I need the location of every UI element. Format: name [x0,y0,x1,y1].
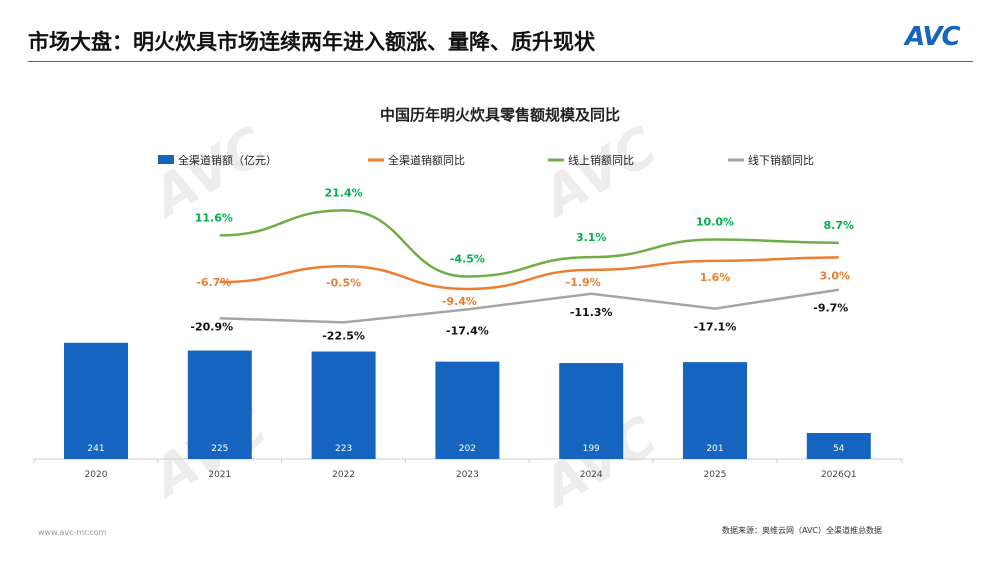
bar-value-label: 225 [211,444,228,454]
bar [559,363,624,459]
bar [64,342,128,459]
data-label: -22.5% [322,329,365,342]
avc-logo: AVC [905,22,961,52]
x-tick-label: 2024 [580,470,603,480]
bar-value-label: 223 [335,444,352,454]
x-tick-label: 2022 [332,470,355,480]
x-tick-label: 2025 [704,470,727,480]
data-label: 21.4% [325,186,363,199]
data-label: -17.1% [694,321,737,334]
x-tick-label: 2020 [85,470,108,480]
legend-label: 全渠道销额同比 [388,153,465,167]
data-label: -9.7% [813,302,848,315]
data-label: -1.9% [566,276,601,289]
bar [187,350,252,459]
bar [435,361,500,459]
title-divider [28,61,973,62]
data-label: 3.1% [576,231,607,244]
data-label: -11.3% [570,306,613,319]
data-label: -20.9% [190,320,233,333]
bar [311,351,376,459]
legend-label: 线下销额同比 [748,153,814,167]
x-tick-label: 2021 [208,470,231,480]
data-label: 11.6% [195,211,233,224]
bar [683,362,747,459]
legend-label: 线上销额同比 [568,153,634,167]
data-label: 10.0% [696,216,734,229]
data-label: -6.7% [196,276,231,289]
bar [806,432,871,459]
bar-value-label: 202 [459,444,476,454]
legend-swatch [158,155,174,164]
data-label: 3.0% [820,269,851,282]
data-label: -0.5% [326,276,361,289]
page-title: 市场大盘：明火炊具市场连续两年进入额涨、量降、质升现状 [28,30,595,54]
chart-title: 中国历年明火炊具零售额规模及同比 [379,106,620,124]
series-line-2 [219,209,839,278]
data-label: 1.6% [700,271,731,284]
x-tick-label: 2023 [456,470,479,480]
website-url: www.avc-mr.com [38,528,107,537]
series-line-3 [219,288,839,324]
data-label: 8.7% [824,219,855,232]
data-source: 数据来源：奥维云网（AVC）全渠道推总数据 [722,526,883,535]
bar-value-label: 241 [87,444,104,454]
bar-value-label: 54 [833,444,845,454]
data-label: -17.4% [446,324,489,337]
data-label: -9.4% [442,295,477,308]
bar-value-label: 201 [706,444,723,454]
bar-value-label: 199 [583,444,600,454]
x-tick-label: 2026Q1 [821,470,857,480]
data-label: -4.5% [450,252,485,265]
series-line-1 [219,256,839,291]
legend-label: 全渠道销额（亿元） [178,153,277,167]
